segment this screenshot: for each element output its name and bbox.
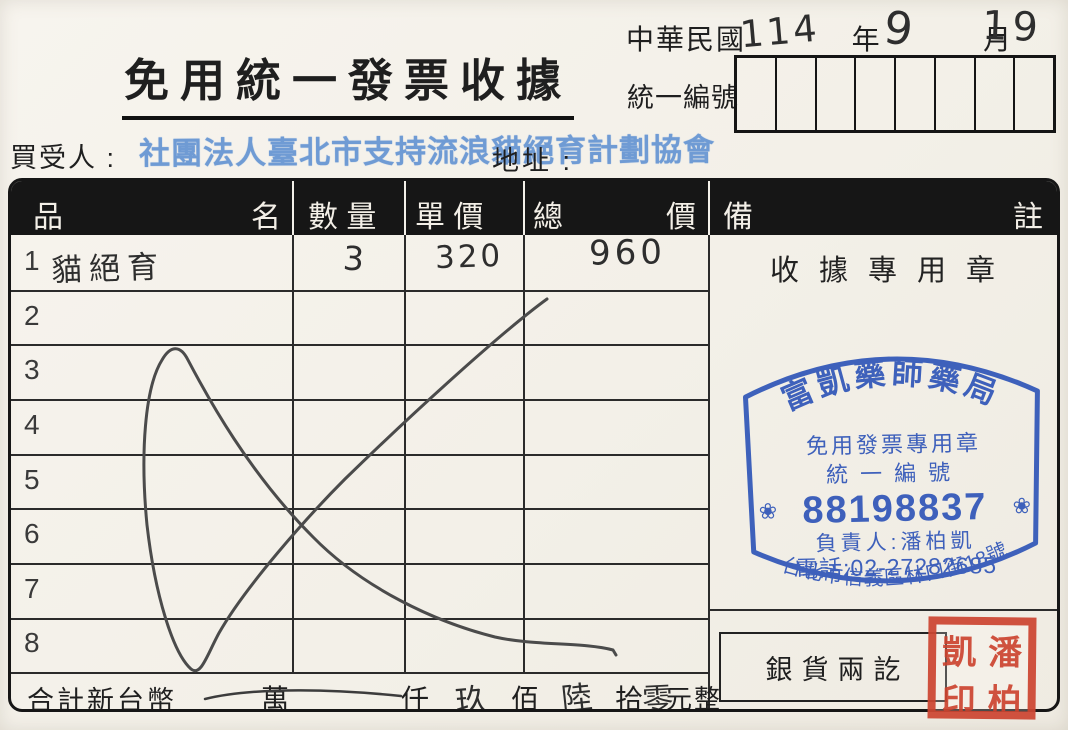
row-number: 5 — [24, 464, 40, 495]
col-note-right: 註 — [1013, 201, 1043, 234]
receipt-title: 免用統一發票收據 — [122, 44, 575, 120]
header-separator — [523, 181, 525, 235]
uniform-number-label: 統一編號 — [627, 83, 739, 113]
flower-icon: ❀ — [1012, 493, 1031, 518]
stamp-border — [742, 356, 1040, 584]
stamp-uniform-label: 統一編號 — [826, 460, 963, 488]
grid-hline — [11, 672, 708, 674]
items-table: 品 名 數 量 單 價 總 價 備 註 1 2 3 4 — [8, 178, 1060, 712]
uniform-number-cell — [856, 58, 896, 130]
handwritten-day: 19 — [981, 2, 1044, 52]
handwritten-hundreds-digit: 玖 — [453, 681, 488, 712]
year-label: 年 — [851, 24, 882, 55]
col-qty: 數 量 — [308, 201, 377, 234]
unit-thousands: 仟 — [401, 684, 430, 712]
uniform-number-boxes — [734, 55, 1056, 133]
flower-icon: ❀ — [758, 498, 777, 523]
stamp-uniform-number: 88198837 — [802, 486, 988, 532]
total-label: 合計新台幣 — [27, 686, 177, 712]
stamp-exempt-line: 免用發票專用章 — [806, 430, 982, 459]
uniform-number-cell — [777, 58, 817, 130]
personal-name-seal: 潘 凱 柏 印 — [927, 616, 1037, 722]
unit-hundreds: 佰 — [511, 684, 540, 712]
col-item-right: 名 — [251, 201, 281, 234]
grid-hline — [11, 344, 708, 346]
seal-char: 柏 — [987, 682, 1022, 723]
buyer-label: 買受人 : — [10, 143, 117, 173]
buyer-organization-stamp: 社團法人臺北市支持流浪貓絕育計劃協會 — [138, 132, 716, 172]
pharmacy-stamp: 富凱藥師藥局 免用發票專用章 統一編號 ❀ 88198837 ❀ 負責人:潘柏凱… — [742, 353, 1040, 592]
row1-quantity: 3 — [341, 238, 366, 279]
grid-hline — [11, 563, 708, 565]
col-total-left: 總 — [533, 201, 563, 234]
col-note-left: 備 — [723, 201, 753, 234]
table-header: 品 名 數 量 單 價 總 價 備 註 — [11, 181, 1057, 235]
row-number: 4 — [24, 409, 40, 440]
uniform-number-cell — [896, 58, 936, 130]
unit-tens: 拾 — [615, 684, 644, 712]
seal-char: 凱 — [941, 632, 977, 673]
address-label: 地址 : — [492, 146, 574, 176]
header-separator — [292, 181, 294, 235]
header-separator — [708, 181, 710, 235]
row1-total: 960 — [588, 232, 667, 274]
header-separator — [404, 181, 406, 235]
grid-hline — [11, 618, 708, 620]
row-number: 7 — [24, 573, 40, 604]
era-label: 中華民國 — [626, 24, 747, 55]
row-number: 3 — [24, 354, 40, 385]
paid-in-full-box: 銀貨兩訖 — [719, 632, 947, 702]
col-item-left: 品 — [33, 201, 63, 234]
row1-unit-price: 320 — [434, 237, 504, 277]
date-line: 中華民國 年 月 日 — [626, 18, 1068, 58]
stamp-pharmacy-name: 富凱藥師藥局 — [776, 353, 1007, 418]
svg-text:富凱藥師藥局: 富凱藥師藥局 — [776, 353, 1007, 418]
seal-char: 潘 — [987, 633, 1023, 674]
uniform-number-cell — [817, 58, 857, 130]
handwritten-year: 114 — [738, 6, 822, 57]
seal-char: 印 — [941, 681, 976, 722]
note-column-divider — [708, 609, 1057, 611]
grid-vline — [708, 235, 710, 709]
stamp-owner-line: 負責人:潘柏凱 — [815, 529, 975, 555]
unit-ten-thousands: 萬 — [261, 684, 290, 712]
row-number: 2 — [24, 300, 40, 331]
grid-hline — [11, 290, 708, 292]
row-number: 1 — [24, 245, 40, 276]
receipt-chapter-label: 收據專用章 — [769, 255, 1015, 287]
grid-hline — [11, 508, 708, 510]
uniform-number-cell — [737, 58, 777, 130]
row-number: 8 — [24, 627, 40, 658]
uniform-number-cell — [936, 58, 976, 130]
row1-item-name: 貓絕育 — [50, 249, 166, 289]
grid-hline — [11, 454, 708, 456]
unit-dollars-exact: 元整 — [666, 684, 723, 712]
month-label: 月 — [983, 24, 1014, 55]
col-total-right: 價 — [666, 201, 696, 234]
grid-hline — [11, 399, 708, 401]
handwritten-tens-digit: 陸 — [559, 679, 595, 712]
stamp-phone-line: 電話:02-27282685 — [795, 552, 997, 582]
row-number: 6 — [24, 518, 40, 549]
col-unit-price: 單 價 — [415, 201, 484, 234]
uniform-number-cell — [1015, 58, 1053, 130]
uniform-number-cell — [976, 58, 1016, 130]
